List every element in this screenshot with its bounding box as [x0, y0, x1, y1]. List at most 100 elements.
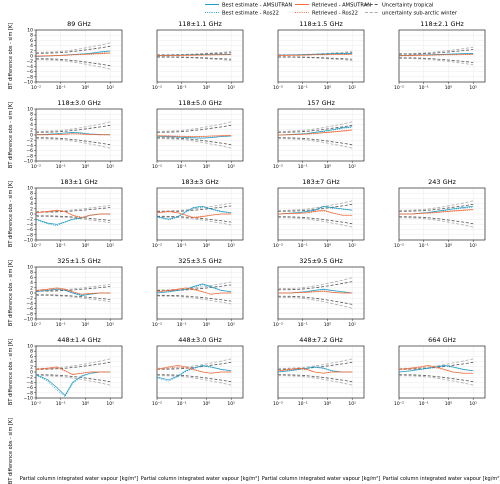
uncertainty-subarctic-lower	[398, 217, 474, 228]
y-tick-label: −6	[26, 385, 33, 391]
panel: 157 GHz 10⁻² 10⁻¹ 10⁰ 10¹	[273, 99, 365, 170]
panel-title: 183±3 GHz	[181, 178, 219, 186]
x-tick-label: 10¹	[469, 243, 477, 249]
y-tick-label: −4	[26, 380, 33, 386]
x-tick-label: 10⁻²	[394, 243, 404, 249]
series-best-ros22	[35, 213, 111, 227]
x-tick-label: 10¹	[227, 85, 235, 91]
series-best-ros22	[277, 206, 353, 215]
y-tick-label: 4	[30, 122, 33, 128]
panel: 118±1.1 GHz 10⁻² 10⁻¹ 10⁰ 10¹	[152, 20, 244, 91]
y-tick-label: 10	[27, 107, 33, 113]
y-tick-label: 0	[30, 212, 33, 218]
uncertainty-subarctic-upper	[398, 46, 474, 54]
x-tick-label: 10⁻²	[31, 85, 41, 91]
x-tick-label: 10⁰	[203, 322, 211, 328]
series-retrieved-ros22	[156, 211, 232, 218]
legend-label: Uncertainty tropical	[382, 3, 433, 9]
y-tick-label: −2	[26, 217, 33, 223]
panel-title: 118±3.0 GHz	[57, 99, 101, 107]
x-tick-label: 10⁻²	[152, 164, 162, 170]
uncertainty-tropical-lower	[398, 216, 474, 225]
uncertainty-subarctic-upper	[277, 121, 353, 132]
y-tick-label: 6	[30, 38, 33, 44]
x-tick-label: 10⁻¹	[298, 243, 308, 249]
x-tick-label: 10⁰	[324, 243, 332, 249]
x-tick-label: 10⁻²	[31, 401, 41, 407]
series-retrieved-amsutran	[35, 287, 111, 295]
x-tick-label: 10⁻¹	[419, 243, 429, 249]
x-tick-label: 10⁰	[82, 243, 90, 249]
y-tick-label: −10	[24, 396, 34, 402]
y-axis-label: BT difference obs - sim [K]	[8, 102, 14, 168]
panel-title: 448±7.2 GHz	[299, 336, 343, 344]
uncertainty-subarctic-lower	[156, 216, 232, 226]
x-tick-label: 10⁻¹	[298, 322, 308, 328]
uncertainty-subarctic-lower	[35, 138, 111, 149]
y-axis-label: BT difference obs - sim [K]	[8, 339, 14, 405]
uncertainty-tropical-lower	[277, 56, 353, 60]
x-tick-label: 10⁻¹	[298, 401, 308, 407]
x-tick-label: 10⁻¹	[56, 322, 66, 328]
x-tick-label: 10⁻¹	[56, 401, 66, 407]
y-tick-label: −4	[26, 64, 33, 70]
legend-entry: uncertainty sub-arctic winter	[365, 11, 458, 17]
x-tick-label: 10⁻²	[273, 322, 283, 328]
uncertainty-tropical-upper	[398, 49, 474, 55]
y-tick-label: −6	[26, 227, 33, 233]
y-tick-label: 2	[30, 206, 33, 212]
panel: 325±9.5 GHz 10⁻² 10⁻¹ 10⁰ 10¹	[273, 257, 365, 328]
x-tick-label: 10⁰	[445, 85, 453, 91]
uncertainty-subarctic-upper	[277, 200, 353, 211]
x-axis-label: Partial column integrated water vapour […	[383, 476, 500, 482]
y-tick-label: −8	[26, 232, 33, 238]
panel: 118±1.5 GHz 10⁻² 10⁻¹ 10⁰ 10¹	[273, 20, 365, 91]
y-tick-label: −6	[26, 306, 33, 312]
legend: Best estimate - AMSUTRAN Best estimate - …	[205, 3, 458, 17]
y-tick-label: −2	[26, 375, 33, 381]
series-retrieved-amsutran	[35, 52, 111, 57]
y-tick-label: 0	[30, 54, 33, 60]
series-retrieved-ros22	[156, 288, 232, 295]
panel-title: 448±1.4 GHz	[57, 336, 101, 344]
x-tick-label: 10¹	[469, 85, 477, 91]
uncertainty-tropical-upper	[35, 361, 111, 370]
x-tick-label: 10⁻²	[273, 164, 283, 170]
y-tick-label: 2	[30, 127, 33, 133]
y-tick-label: 4	[30, 201, 33, 207]
panel: 325±3.5 GHz 10⁻² 10⁻¹ 10⁰ 10¹	[152, 257, 244, 328]
uncertainty-tropical-lower	[156, 374, 232, 383]
panel-title: 157 GHz	[307, 99, 335, 107]
legend-label: Best estimate - Ros22	[222, 11, 279, 17]
legend-entry: Best estimate - Ros22	[205, 11, 279, 17]
series-best-amsutran	[277, 205, 353, 215]
x-tick-label: 10⁰	[82, 85, 90, 91]
uncertainty-tropical-lower	[398, 374, 474, 383]
uncertainty-tropical-upper	[398, 203, 474, 212]
uncertainty-subarctic-lower	[35, 59, 111, 70]
panel-title: 118±1.1 GHz	[178, 20, 222, 28]
x-tick-label: 10⁰	[324, 322, 332, 328]
y-tick-label: −4	[26, 301, 33, 307]
uncertainty-subarctic-lower	[35, 216, 111, 224]
x-tick-label: 10¹	[348, 243, 356, 249]
series-retrieved-ros22	[35, 367, 111, 375]
legend-label: Retrieved - AMSUTRAN	[312, 3, 371, 9]
series-best-amsutran	[156, 283, 232, 294]
panel-title: 243 GHz	[428, 178, 456, 186]
uncertainty-subarctic-lower	[398, 375, 474, 386]
x-tick-label: 10⁰	[324, 164, 332, 170]
uncertainty-subarctic-lower	[156, 295, 232, 305]
x-axis-label: Partial column integrated water vapour […	[20, 476, 138, 482]
panel-frame	[277, 29, 365, 83]
x-tick-label: 10¹	[227, 401, 235, 407]
series-retrieved-amsutran	[35, 366, 111, 375]
x-tick-label: 10¹	[469, 401, 477, 407]
y-tick-label: −2	[26, 59, 33, 65]
panel-title: 118±1.5 GHz	[299, 20, 343, 28]
uncertainty-tropical-upper	[35, 45, 111, 54]
x-tick-label: 10⁻¹	[419, 85, 429, 91]
y-tick-label: 6	[30, 196, 33, 202]
